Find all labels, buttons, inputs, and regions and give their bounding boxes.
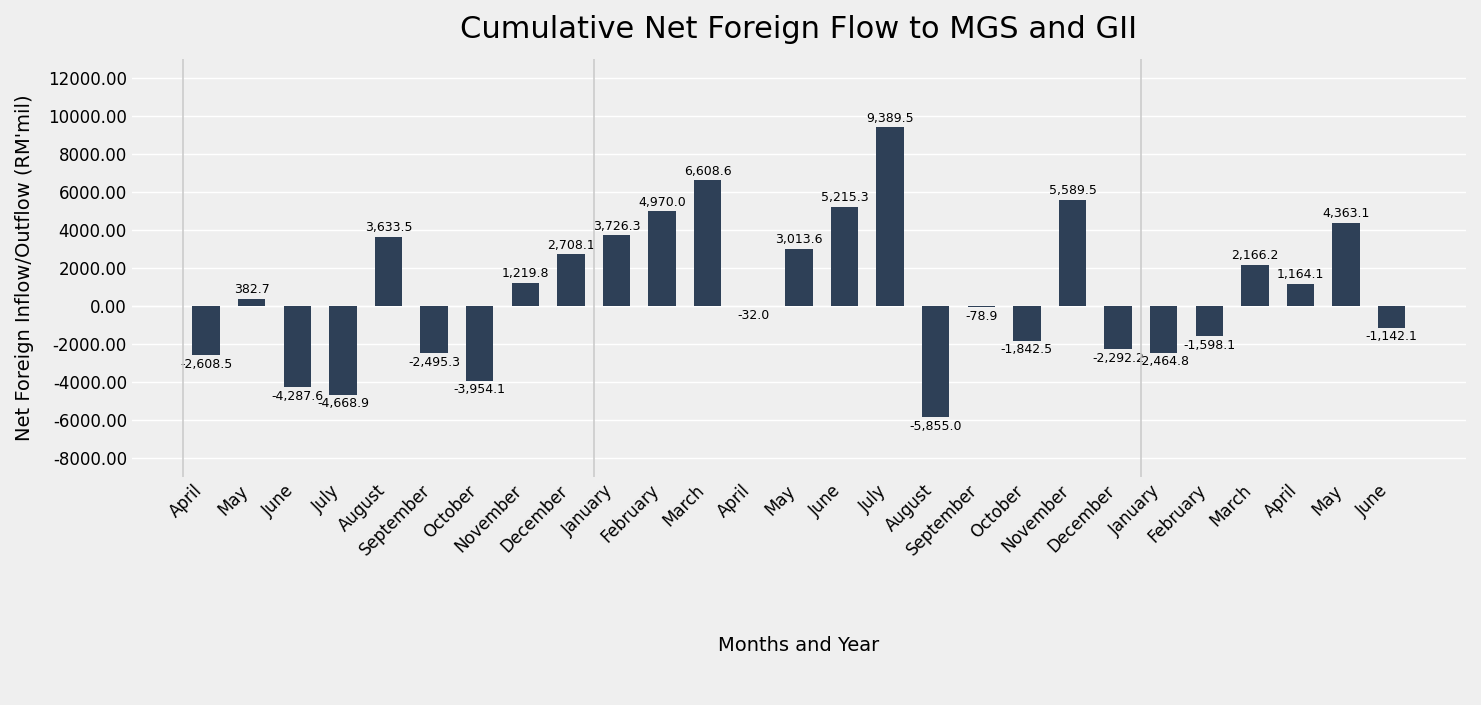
Text: 5,589.5: 5,589.5 xyxy=(1049,184,1096,197)
Text: 3,633.5: 3,633.5 xyxy=(364,221,412,234)
Bar xyxy=(467,306,493,381)
Bar xyxy=(695,180,721,306)
Bar xyxy=(238,298,265,306)
Text: 5,215.3: 5,215.3 xyxy=(820,191,868,204)
Bar xyxy=(1241,264,1269,306)
Bar xyxy=(283,306,311,387)
Text: -2,292.2: -2,292.2 xyxy=(1091,352,1143,364)
Bar xyxy=(785,249,813,306)
Bar xyxy=(1377,306,1405,328)
Bar xyxy=(923,306,949,417)
Text: 4,970.0: 4,970.0 xyxy=(638,196,686,209)
Text: 9,389.5: 9,389.5 xyxy=(866,112,914,125)
Text: -2,495.3: -2,495.3 xyxy=(409,356,461,369)
Bar xyxy=(603,235,629,306)
Bar xyxy=(1287,283,1314,306)
Bar xyxy=(193,306,219,355)
Text: 3,013.6: 3,013.6 xyxy=(775,233,822,246)
Bar xyxy=(877,128,903,306)
Text: 2,166.2: 2,166.2 xyxy=(1231,249,1278,262)
Text: -1,842.5: -1,842.5 xyxy=(1001,343,1053,356)
Text: -3,954.1: -3,954.1 xyxy=(453,384,505,396)
Text: -78.9: -78.9 xyxy=(966,309,998,323)
Bar xyxy=(1013,306,1041,341)
Title: Cumulative Net Foreign Flow to MGS and GII: Cumulative Net Foreign Flow to MGS and G… xyxy=(461,15,1137,44)
Text: 2,708.1: 2,708.1 xyxy=(546,239,595,252)
Text: 6,608.6: 6,608.6 xyxy=(684,165,732,178)
Bar xyxy=(1105,306,1131,350)
Text: 1,219.8: 1,219.8 xyxy=(502,267,549,280)
Bar xyxy=(375,237,403,306)
Text: 1,164.1: 1,164.1 xyxy=(1277,268,1324,281)
Bar xyxy=(329,306,357,395)
Bar xyxy=(1333,223,1360,306)
Bar xyxy=(421,306,447,353)
Y-axis label: Net Foreign Inflow/Outflow (RM'mil): Net Foreign Inflow/Outflow (RM'mil) xyxy=(15,94,34,441)
Bar xyxy=(1059,200,1086,306)
Bar xyxy=(831,207,857,306)
Bar xyxy=(967,306,995,307)
Text: 4,363.1: 4,363.1 xyxy=(1323,207,1370,221)
Text: -32.0: -32.0 xyxy=(738,309,770,322)
Text: -2,608.5: -2,608.5 xyxy=(181,358,233,371)
Text: -4,668.9: -4,668.9 xyxy=(317,397,369,410)
Text: -1,598.1: -1,598.1 xyxy=(1183,338,1235,352)
Bar xyxy=(1149,306,1177,352)
Bar xyxy=(557,255,585,306)
X-axis label: Months and Year: Months and Year xyxy=(718,636,880,655)
Bar xyxy=(511,283,539,306)
Text: -5,855.0: -5,855.0 xyxy=(909,419,963,433)
Text: -2,464.8: -2,464.8 xyxy=(1137,355,1189,368)
Bar xyxy=(1195,306,1223,336)
Bar xyxy=(649,212,675,306)
Text: -4,287.6: -4,287.6 xyxy=(271,390,323,403)
Text: 3,726.3: 3,726.3 xyxy=(592,219,640,233)
Text: 382.7: 382.7 xyxy=(234,283,270,296)
Text: -1,142.1: -1,142.1 xyxy=(1365,330,1417,343)
